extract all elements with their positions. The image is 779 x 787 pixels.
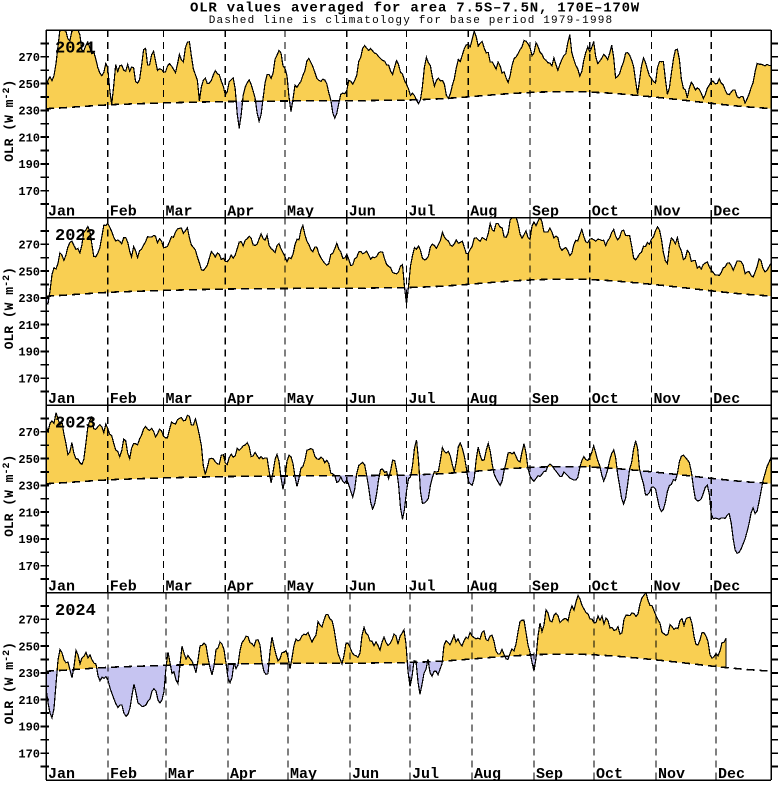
svg-text:Sep: Sep: [532, 579, 559, 596]
svg-text:Mar: Mar: [166, 204, 193, 221]
svg-text:May: May: [287, 391, 314, 408]
svg-text:Apr: Apr: [227, 579, 254, 596]
svg-text:270: 270: [18, 239, 40, 253]
svg-text:270: 270: [18, 426, 40, 440]
svg-text:230: 230: [18, 667, 40, 681]
svg-text:Feb: Feb: [110, 579, 137, 596]
svg-text:Nov: Nov: [654, 579, 681, 596]
svg-text:230: 230: [18, 292, 40, 306]
svg-text:Jun: Jun: [349, 391, 376, 408]
svg-text:2022: 2022: [55, 227, 96, 246]
svg-text:Sep: Sep: [532, 391, 559, 408]
svg-text:2021: 2021: [55, 40, 96, 59]
svg-text:Mar: Mar: [168, 766, 195, 782]
svg-text:OLR (W m-2): OLR (W m-2): [2, 455, 17, 537]
svg-text:May: May: [287, 204, 314, 221]
svg-text:Jul: Jul: [412, 766, 439, 782]
svg-text:Jan: Jan: [48, 766, 75, 782]
svg-text:Aug: Aug: [470, 204, 497, 221]
svg-text:Oct: Oct: [592, 204, 619, 221]
svg-text:Feb: Feb: [110, 391, 137, 408]
svg-text:Dec: Dec: [713, 204, 740, 221]
svg-text:170: 170: [18, 185, 40, 199]
svg-text:Jun: Jun: [352, 766, 379, 782]
svg-text:170: 170: [18, 372, 40, 386]
svg-text:Jul: Jul: [409, 579, 436, 596]
svg-text:Mar: Mar: [166, 579, 193, 596]
svg-text:Mar: Mar: [166, 391, 193, 408]
svg-text:230: 230: [18, 480, 40, 494]
svg-text:Dec: Dec: [713, 391, 740, 408]
svg-text:Feb: Feb: [110, 204, 137, 221]
svg-text:OLR values averaged for area 7: OLR values averaged for area 7.5S–7.5N, …: [190, 1, 640, 17]
svg-text:OLR (W m-2): OLR (W m-2): [2, 267, 17, 349]
svg-text:Sep: Sep: [536, 766, 563, 782]
svg-text:Nov: Nov: [658, 766, 685, 782]
svg-text:250: 250: [18, 640, 40, 654]
svg-text:May: May: [287, 579, 314, 596]
svg-text:250: 250: [18, 453, 40, 467]
svg-text:270: 270: [18, 614, 40, 628]
svg-text:Sep: Sep: [532, 204, 559, 221]
svg-text:170: 170: [18, 747, 40, 761]
svg-text:Jan: Jan: [48, 204, 75, 221]
svg-text:2024: 2024: [55, 602, 96, 621]
svg-text:Aug: Aug: [470, 391, 497, 408]
svg-text:Oct: Oct: [592, 391, 619, 408]
svg-text:Oct: Oct: [596, 766, 623, 782]
svg-text:230: 230: [18, 105, 40, 119]
svg-text:OLR (W m-2): OLR (W m-2): [2, 80, 17, 162]
svg-text:210: 210: [18, 694, 40, 708]
svg-text:210: 210: [18, 506, 40, 520]
svg-text:Apr: Apr: [230, 766, 257, 782]
svg-text:190: 190: [18, 721, 40, 735]
svg-text:210: 210: [18, 131, 40, 145]
svg-text:Dec: Dec: [713, 579, 740, 596]
svg-text:Apr: Apr: [227, 204, 254, 221]
svg-text:250: 250: [18, 78, 40, 92]
svg-text:270: 270: [18, 51, 40, 65]
svg-text:Jun: Jun: [349, 579, 376, 596]
svg-text:Feb: Feb: [110, 766, 137, 782]
svg-text:250: 250: [18, 265, 40, 279]
svg-text:Nov: Nov: [654, 391, 681, 408]
svg-text:Jul: Jul: [409, 204, 436, 221]
svg-text:190: 190: [18, 346, 40, 360]
svg-text:May: May: [290, 766, 317, 782]
svg-text:170: 170: [18, 560, 40, 574]
svg-text:Jul: Jul: [409, 391, 436, 408]
svg-text:Apr: Apr: [227, 391, 254, 408]
svg-text:210: 210: [18, 319, 40, 333]
svg-text:Jan: Jan: [48, 391, 75, 408]
svg-text:Aug: Aug: [470, 579, 497, 596]
svg-text:190: 190: [18, 158, 40, 172]
svg-text:2023: 2023: [55, 415, 96, 434]
svg-text:Aug: Aug: [474, 766, 501, 782]
svg-text:190: 190: [18, 533, 40, 547]
svg-text:Jan: Jan: [48, 579, 75, 596]
svg-text:Dashed line is climatology for: Dashed line is climatology for base peri…: [209, 15, 614, 27]
svg-text:Dec: Dec: [718, 766, 745, 782]
svg-text:Jun: Jun: [349, 204, 376, 221]
svg-text:Oct: Oct: [592, 579, 619, 596]
svg-text:OLR (W m-2): OLR (W m-2): [2, 642, 17, 724]
svg-text:Nov: Nov: [654, 204, 681, 221]
